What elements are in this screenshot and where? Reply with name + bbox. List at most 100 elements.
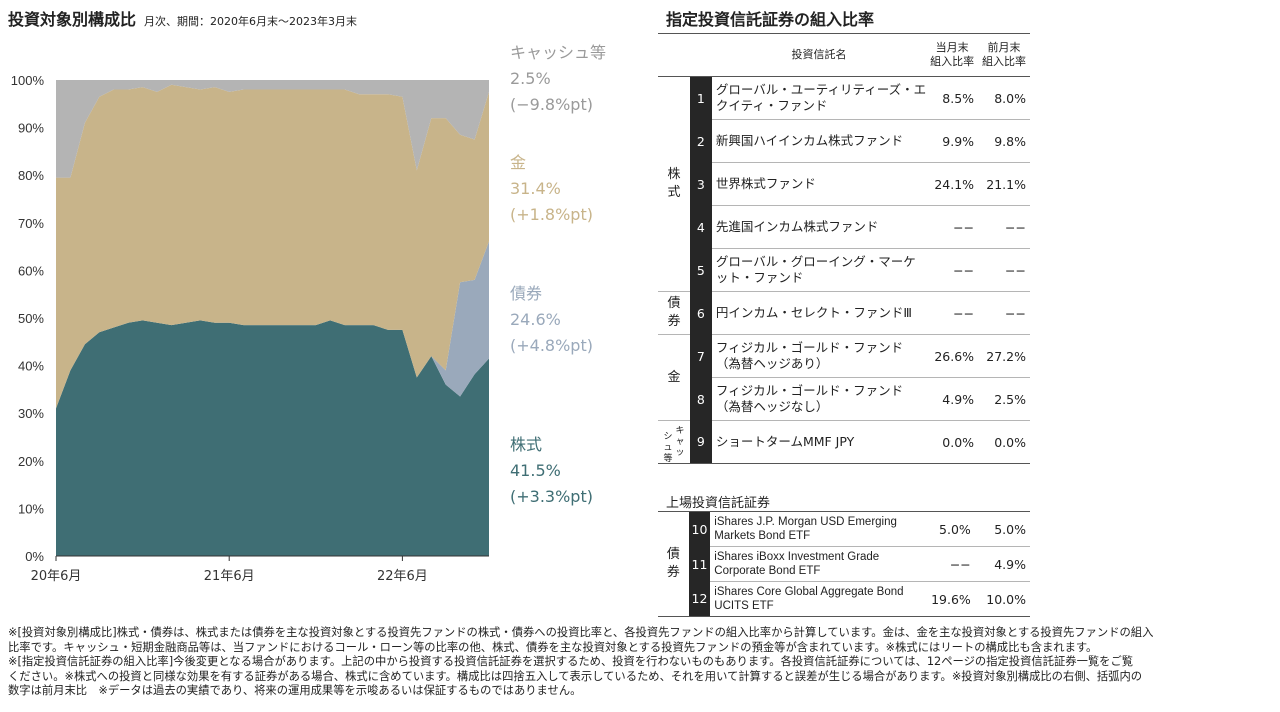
fund-name: iShares iBoxx Investment Grade Corporate… bbox=[710, 546, 920, 582]
y-tick-label: 40% bbox=[18, 359, 44, 374]
fund-name: グローバル・ユーティリティーズ・エクイティ・ファンド bbox=[711, 76, 927, 120]
fund-index: 7 bbox=[689, 334, 712, 378]
category-gold: 金 bbox=[658, 334, 690, 421]
legend-bond-change: (+4.8%pt) bbox=[510, 336, 593, 355]
header-fund-name: 投資信託名 bbox=[791, 48, 847, 61]
x-tick-label: 20年6月 bbox=[31, 569, 82, 584]
table-row: 8 フィジカル・ゴールド・ファンド（為替ヘッジなし） 4.9% 2.5% bbox=[658, 377, 1030, 421]
x-tick-label: 21年6月 bbox=[204, 569, 255, 584]
fund-previous: 9.8% bbox=[978, 119, 1030, 163]
fund-current: 4.9% bbox=[926, 377, 979, 421]
composition-area-chart: 0% 10% 20% 30% 40% 50% 60% 70% 80% 90% 100% 20年6月 21… bbox=[11, 73, 489, 584]
fund-name: 円インカム・セレクト・ファンドⅢ bbox=[711, 291, 927, 335]
designated-funds-table: 投資信託名 当月末 組入比率 前月末 組入比率 株 式 1 グローバル・ユーティ… bbox=[658, 33, 1030, 464]
cash-label-char: キ bbox=[675, 426, 684, 436]
fund-current: 24.1% bbox=[926, 162, 979, 206]
y-tick-label: 100% bbox=[11, 73, 45, 88]
chart-areas bbox=[56, 80, 489, 556]
category-bond: 債 券 bbox=[658, 291, 690, 335]
fund-previous: 0.0% bbox=[994, 434, 1026, 450]
area-series-0 bbox=[56, 320, 489, 556]
y-tick-label: 90% bbox=[18, 121, 44, 136]
fund-index: 9 bbox=[689, 420, 712, 464]
fund-index: 12 bbox=[688, 581, 711, 617]
fund-name: iShares J.P. Morgan USD Emerging Markets… bbox=[710, 511, 920, 547]
legend-stock: 株式 41.5% (+3.3%pt) bbox=[510, 432, 593, 510]
table-header-row: 投資信託名 当月末 組入比率 前月末 組入比率 bbox=[658, 33, 1030, 77]
fund-previous: 27.2% bbox=[978, 334, 1030, 378]
legend-gold-change: (+1.8%pt) bbox=[510, 205, 593, 224]
fund-name: フィジカル・ゴールド・ファンド（為替ヘッジなし） bbox=[711, 377, 927, 421]
y-tick-label: 80% bbox=[18, 168, 44, 183]
fund-index: 8 bbox=[689, 377, 712, 421]
category-cash: キャッシュ等 bbox=[658, 421, 690, 464]
header-previous: 前月末 組入比率 bbox=[982, 41, 1027, 68]
legend-gold: 金 31.4% (+1.8%pt) bbox=[510, 150, 593, 228]
table-row: 3 世界株式ファンド 24.1% 21.1% bbox=[658, 162, 1030, 206]
fund-name: 世界株式ファンド bbox=[711, 162, 927, 206]
fund-previous: −− bbox=[978, 248, 1030, 292]
fund-previous: 4.9% bbox=[974, 546, 1030, 582]
table-row: キャッシュ等 9 ショートタームMMF JPY 0.0% 0.0% bbox=[658, 420, 1030, 464]
fund-index: 1 bbox=[689, 76, 712, 120]
legend-bond-value: 24.6% bbox=[510, 310, 561, 329]
fund-current: −− bbox=[926, 248, 979, 292]
fund-previous: −− bbox=[978, 291, 1030, 335]
fund-name: 先進国インカム株式ファンド bbox=[711, 205, 927, 249]
area-series-2 bbox=[56, 84, 489, 409]
fund-current: −− bbox=[926, 205, 979, 249]
cash-label-char: シ bbox=[663, 432, 672, 442]
footnote-line: ※[投資対象別構成比]株式・債券は、株式または債券を主な投資対象とする投資先ファ… bbox=[8, 626, 1154, 639]
table-row: 債 券 10 iShares J.P. Morgan USD Emerging … bbox=[658, 511, 1030, 580]
table-row: 4 先進国インカム株式ファンド −− −− bbox=[658, 205, 1030, 249]
footnote-line: ※[指定投資信託証券の組入比率]今後変更となる場合があります。上記の中から投資す… bbox=[8, 655, 1134, 668]
table-row: 11 iShares iBoxx Investment Grade Corpor… bbox=[658, 546, 1030, 582]
table-row: 金 7 フィジカル・ゴールド・ファンド（為替ヘッジあり） 26.6% 27.2% bbox=[658, 334, 1030, 421]
fund-index: 3 bbox=[689, 162, 712, 206]
cash-label-char: ャ bbox=[675, 437, 684, 447]
listed-title: 上場投資信託証券 bbox=[666, 496, 771, 511]
chart-axes: 0% 10% 20% 30% 40% 50% 60% 70% 80% 90% 100% 20年6月 21… bbox=[11, 73, 489, 584]
area-series-3 bbox=[56, 80, 489, 178]
table-row: 12 iShares Core Global Aggregate Bond UC… bbox=[658, 581, 1030, 617]
x-tick-label: 22年6月 bbox=[377, 569, 428, 584]
fund-previous: −− bbox=[978, 205, 1030, 249]
fund-previous: 5.0% bbox=[974, 511, 1030, 547]
fund-current: −− bbox=[919, 546, 975, 582]
fund-current: 26.6% bbox=[926, 334, 979, 378]
fund-name: グローバル・グローイング・マーケット・ファンド bbox=[711, 248, 927, 292]
table-row: 株 式 1 グローバル・ユーティリティーズ・エクイティ・ファンド 8.5% 8.… bbox=[658, 76, 1030, 292]
listed-etf-table: 債 券 10 iShares J.P. Morgan USD Emerging … bbox=[658, 511, 1030, 617]
fund-current: 19.6% bbox=[931, 591, 971, 607]
category-stock: 株 式 bbox=[658, 76, 690, 292]
fund-index: 11 bbox=[688, 546, 711, 582]
y-tick-label: 60% bbox=[18, 263, 44, 278]
fund-name: iShares Core Global Aggregate Bond UCITS… bbox=[714, 586, 904, 612]
fund-index: 6 bbox=[689, 291, 712, 335]
fund-previous: 8.0% bbox=[978, 76, 1030, 120]
fund-name: ショートタームMMF JPY bbox=[715, 434, 855, 449]
fund-current: 8.5% bbox=[926, 76, 979, 120]
legend-stock-change: (+3.3%pt) bbox=[510, 487, 593, 506]
table-row: 債 券 6 円インカム・セレクト・ファンドⅢ −− −− bbox=[658, 291, 1030, 335]
table-row: 5 グローバル・グローイング・マーケット・ファンド −− −− bbox=[658, 248, 1030, 292]
legend-cash-value: 2.5% bbox=[510, 69, 551, 88]
footnote-line: 比率です。キャッシュ・短期金融商品等は、当ファンドにおけるコール・ローン等の比率… bbox=[8, 640, 1098, 654]
fund-current: 5.0% bbox=[919, 511, 975, 547]
cash-label-char: 等 bbox=[663, 452, 672, 462]
cash-label-char: ッ bbox=[675, 448, 684, 458]
y-tick-label: 20% bbox=[18, 454, 44, 469]
table-title: 指定投資信託証券の組入比率 bbox=[666, 10, 875, 29]
y-tick-label: 0% bbox=[25, 549, 44, 564]
y-tick-label: 50% bbox=[18, 311, 44, 326]
y-tick-label: 70% bbox=[18, 216, 44, 231]
legend-gold-name: 金 bbox=[510, 153, 527, 172]
footnote-line: 数字は前月末比 ※データは過去の実績であり、将来の運用成果等を示唆あるいは保証す… bbox=[8, 684, 582, 697]
fund-index: 5 bbox=[689, 248, 712, 292]
fund-name: 新興国ハイインカム株式ファンド bbox=[711, 119, 927, 163]
chart-title-text: 投資対象別構成比 bbox=[8, 10, 137, 29]
fund-index: 4 bbox=[689, 205, 712, 249]
fund-previous: 10.0% bbox=[986, 591, 1026, 607]
legend-bond-name: 債券 bbox=[510, 284, 543, 303]
legend-stock-name: 株式 bbox=[510, 435, 543, 454]
